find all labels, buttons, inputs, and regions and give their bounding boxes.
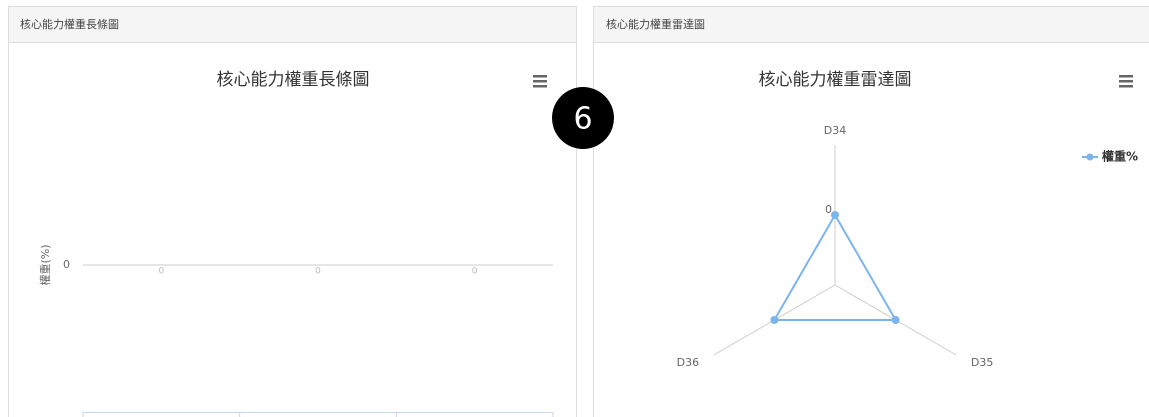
category-label: D36 xyxy=(677,356,699,369)
point xyxy=(831,211,839,219)
chart-title: 核心能力權重雷達圖 xyxy=(759,70,912,90)
panel xyxy=(593,6,1149,417)
menu-bar xyxy=(533,75,547,78)
y-tick-label: 0 xyxy=(63,258,70,271)
menu-bar xyxy=(533,85,547,88)
data-label: 0 xyxy=(472,267,478,277)
category-label: D35 xyxy=(971,356,993,369)
step-badge-number: 6 xyxy=(573,102,592,137)
category-label: D34 xyxy=(824,124,846,137)
chart-title: 核心能力權重長條圖 xyxy=(217,70,370,90)
panel-title: 核心能力權重雷達圖 xyxy=(606,17,705,31)
menu-bar xyxy=(1119,80,1133,83)
menu-button[interactable] xyxy=(1119,75,1133,88)
legend-marker xyxy=(1086,153,1094,161)
panel-title: 核心能力權重長條圖 xyxy=(20,17,119,31)
point xyxy=(770,316,779,324)
data-label: 0 xyxy=(315,267,321,277)
data-label: 0 xyxy=(158,267,164,277)
panel-header xyxy=(9,7,576,42)
panel xyxy=(8,6,577,417)
menu-button[interactable] xyxy=(533,75,547,88)
legend-label: 權重% xyxy=(1102,149,1138,164)
series-line xyxy=(772,212,898,321)
menu-bar xyxy=(533,80,547,83)
point xyxy=(891,316,900,324)
panel-header xyxy=(594,7,1149,42)
menu-bar xyxy=(1119,75,1133,78)
y-tick-label: 0 xyxy=(825,203,832,216)
y-axis-label: 權重(%) xyxy=(38,244,52,285)
menu-bar xyxy=(1119,85,1133,88)
step-badge xyxy=(552,87,614,149)
